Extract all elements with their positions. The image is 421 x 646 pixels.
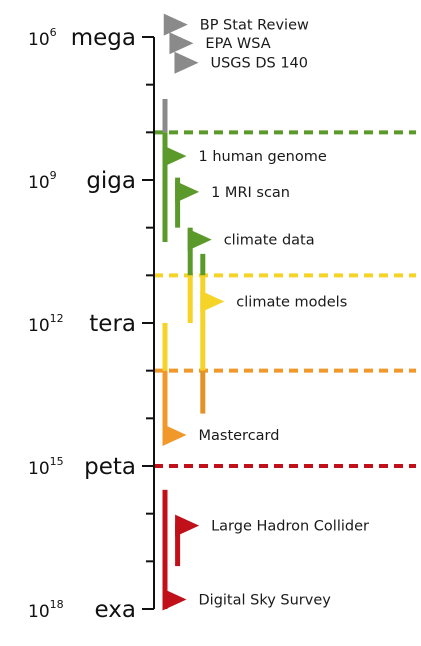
tick-label-power: 1018 xyxy=(28,598,64,622)
tick-power-base: 10 xyxy=(28,30,50,50)
flag-marker xyxy=(169,32,194,55)
range-bar xyxy=(200,253,206,276)
range-bar xyxy=(162,323,168,371)
tick-label-power: 1012 xyxy=(28,312,64,336)
flag-label: 1 human genome xyxy=(199,149,327,165)
range-bar xyxy=(162,98,168,133)
flag-marker xyxy=(162,145,187,168)
tick-label-prefix: peta xyxy=(84,454,136,480)
range-bars xyxy=(162,98,206,609)
tick-label-power: 1015 xyxy=(28,455,64,479)
range-bar xyxy=(162,132,168,242)
range-bar xyxy=(200,370,206,414)
flag-marker xyxy=(175,180,200,203)
flag-label: climate data xyxy=(224,233,315,249)
range-bar xyxy=(175,523,181,567)
tick-power-base: 10 xyxy=(28,459,50,479)
tick-power-base: 10 xyxy=(28,316,50,336)
flag-marker xyxy=(162,424,187,447)
range-bar xyxy=(187,227,193,276)
tick-label-prefix: giga xyxy=(86,168,136,194)
range-bar xyxy=(162,370,168,438)
flag-marker xyxy=(174,51,199,74)
range-bar xyxy=(187,275,193,323)
tick-power-exponent: 15 xyxy=(50,455,64,468)
flag-marker xyxy=(175,514,200,537)
flags: BP Stat Review EPA WSA USGS DS 140 1 human … xyxy=(162,13,369,611)
tick-power-base: 10 xyxy=(28,173,50,193)
flag-marker xyxy=(187,228,212,251)
flag-marker xyxy=(162,588,187,611)
flag-label: BP Stat Review xyxy=(200,18,309,34)
range-bar xyxy=(200,275,206,371)
range-bar xyxy=(162,489,168,609)
flag-marker xyxy=(200,290,225,313)
flag-label: USGS DS 140 xyxy=(210,56,308,72)
flag-label: Large Hadron Collider xyxy=(211,519,369,535)
tick-power-base: 10 xyxy=(28,602,50,622)
tick-label-prefix: mega xyxy=(71,25,136,51)
flag-label: Mastercard xyxy=(199,428,280,444)
tick-label-prefix: tera xyxy=(89,311,136,337)
flag-label: 1 MRI scan xyxy=(211,185,290,201)
flag-marker xyxy=(163,13,188,36)
threshold-lines xyxy=(154,130,416,468)
flag-label: EPA WSA xyxy=(205,36,270,52)
range-bar xyxy=(175,177,181,228)
flag-label: Digital Sky Survey xyxy=(199,592,332,608)
tick-label-power: 106 xyxy=(28,26,57,50)
tick-power-exponent: 18 xyxy=(50,598,64,611)
tick-power-exponent: 9 xyxy=(50,169,57,182)
tick-power-exponent: 12 xyxy=(50,312,64,325)
flag-label: climate models xyxy=(236,295,347,311)
tick-power-exponent: 6 xyxy=(50,26,57,39)
tick-label-prefix: exa xyxy=(95,597,136,623)
tick-label-power: 109 xyxy=(28,169,57,193)
